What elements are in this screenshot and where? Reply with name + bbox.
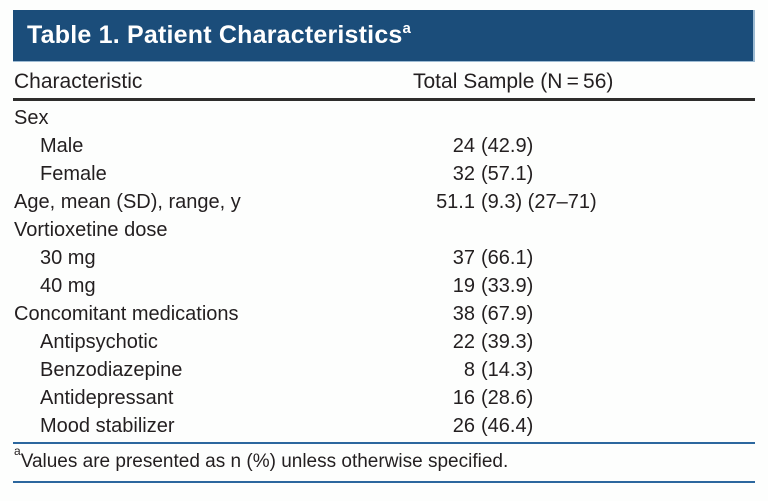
row-value-n: 8 bbox=[463, 359, 475, 381]
table-row: 30 mg 37 (66.1) bbox=[0, 244, 768, 272]
row-value-pct: (33.9) bbox=[481, 275, 534, 297]
row-label: Vortioxetine dose bbox=[14, 219, 168, 241]
table-row: Age, mean (SD), range, y 51.1 (9.3) (27–71… bbox=[0, 188, 768, 216]
table-row: Concomitant medications 38 (67.9) bbox=[0, 300, 768, 328]
row-value-pct: (28.6) bbox=[481, 387, 534, 409]
row-value-pct: (39.3) bbox=[481, 331, 534, 353]
table-row: Antipsychotic 22 (39.3) bbox=[0, 328, 768, 356]
row-value-n: 32 bbox=[452, 163, 475, 185]
column-header-total-sample: Total Sample (N = 56) bbox=[413, 70, 614, 93]
table-row: Antidepressant 16 (28.6) bbox=[0, 384, 768, 412]
footnote-marker: a bbox=[14, 443, 21, 458]
row-value-n: 19 bbox=[452, 275, 475, 297]
row-label: 40 mg bbox=[40, 275, 96, 297]
table-row: Male 24 (42.9) bbox=[0, 132, 768, 160]
table-body: Sex Male 24 (42.9) Female 32 (57.1) Age, mean (… bbox=[0, 104, 768, 440]
row-value-pct: (66.1) bbox=[481, 247, 534, 269]
bottom-rule bbox=[13, 481, 755, 483]
table-row: Sex bbox=[0, 104, 768, 132]
table-row: 40 mg 19 (33.9) bbox=[0, 272, 768, 300]
row-label: Sex bbox=[14, 107, 49, 129]
row-label: Benzodiazepine bbox=[40, 359, 183, 381]
row-value-n: 26 bbox=[452, 415, 475, 437]
row-label: Age, mean (SD), range, y bbox=[14, 191, 241, 213]
table-title-bar: Table 1. Patient Characteristics a bbox=[13, 10, 755, 62]
row-label: Antipsychotic bbox=[40, 331, 158, 353]
row-value-pct: (9.3) (27–71) bbox=[481, 191, 597, 213]
row-label: Male bbox=[40, 135, 84, 157]
row-label: Concomitant medications bbox=[14, 303, 239, 325]
footnote-text: Values are presented as n (%) unless oth… bbox=[20, 451, 509, 472]
row-value-n: 16 bbox=[452, 387, 475, 409]
row-value-n: 38 bbox=[452, 303, 475, 325]
column-header-characteristic: Characteristic bbox=[14, 70, 143, 93]
row-value-n: 51.1 bbox=[436, 191, 475, 213]
footnote-top-rule bbox=[13, 442, 755, 444]
table-row: Benzodiazepine 8 (14.3) bbox=[0, 356, 768, 384]
row-label: Antidepressant bbox=[40, 387, 174, 409]
table-row: Mood stabilizer 26 (46.4) bbox=[0, 412, 768, 440]
row-value-pct: (67.9) bbox=[481, 303, 534, 325]
row-value-n: 22 bbox=[452, 331, 475, 353]
table-row: Vortioxetine dose bbox=[0, 216, 768, 244]
row-value-pct: (46.4) bbox=[481, 415, 534, 437]
row-value-n: 24 bbox=[452, 135, 475, 157]
header-rule bbox=[13, 98, 755, 101]
table-row: Female 32 (57.1) bbox=[0, 160, 768, 188]
row-value-pct: (42.9) bbox=[481, 135, 534, 157]
row-value-pct: (14.3) bbox=[481, 359, 534, 381]
row-value-n: 37 bbox=[452, 247, 475, 269]
row-label: Mood stabilizer bbox=[40, 415, 175, 437]
row-label: Female bbox=[40, 163, 107, 185]
table-title: Table 1. Patient Characteristics bbox=[27, 21, 403, 49]
column-header-row: Characteristic Total Sample (N = 56) bbox=[0, 70, 768, 98]
row-label: 30 mg bbox=[40, 247, 96, 269]
table-footnote: aValues are presented as n (%) unless ot… bbox=[14, 445, 754, 475]
row-value-pct: (57.1) bbox=[481, 163, 534, 185]
